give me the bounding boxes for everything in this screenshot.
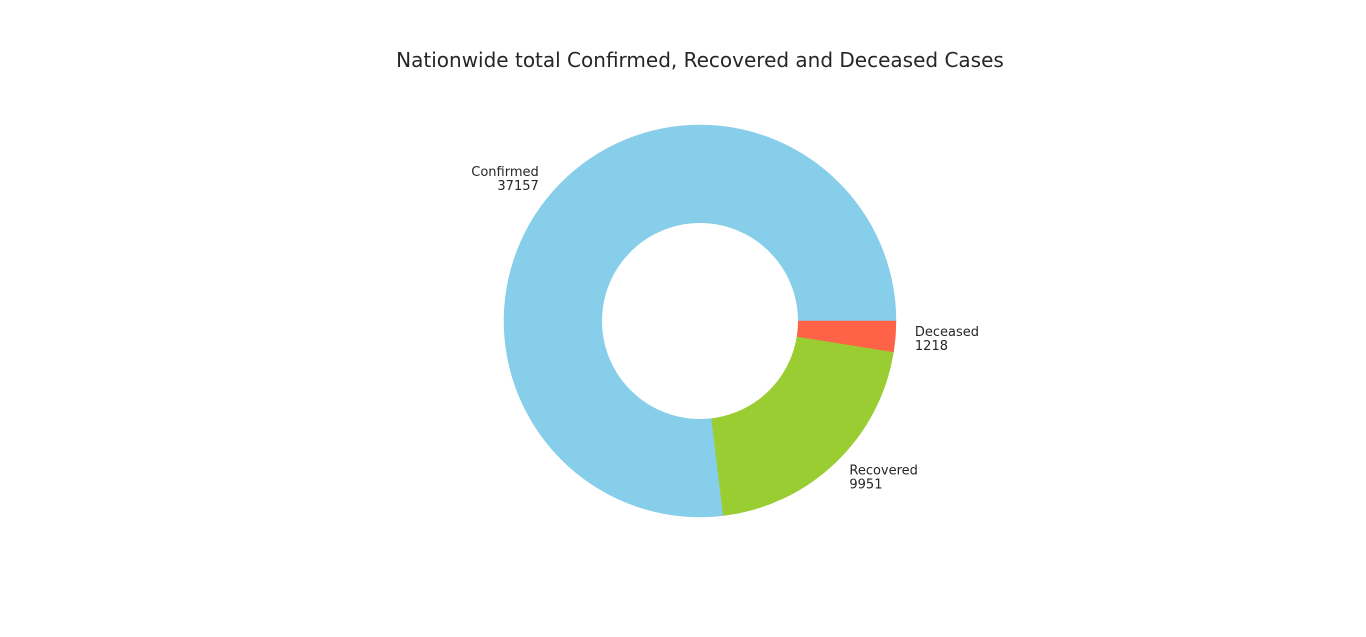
slice-label-confirmed: Confirmed 37157 bbox=[471, 165, 539, 194]
labels-group: Confirmed 37157 Recovered 9951 Deceased 1218 bbox=[471, 165, 979, 493]
slice-confirmed bbox=[503, 124, 897, 518]
donut-hole bbox=[602, 223, 798, 419]
slice-category: Deceased bbox=[915, 325, 979, 340]
slice-label-recovered: Recovered 9951 bbox=[849, 463, 918, 492]
slice-category: Confirmed bbox=[471, 165, 539, 180]
slice-category: Recovered bbox=[849, 463, 918, 478]
chart-title: Nationwide total Confirmed, Recovered an… bbox=[396, 48, 1004, 72]
slice-value: 37157 bbox=[497, 179, 538, 194]
slice-label-deceased: Deceased 1218 bbox=[915, 325, 979, 354]
slice-value: 1218 bbox=[915, 339, 948, 354]
slice-value: 9951 bbox=[849, 477, 882, 492]
